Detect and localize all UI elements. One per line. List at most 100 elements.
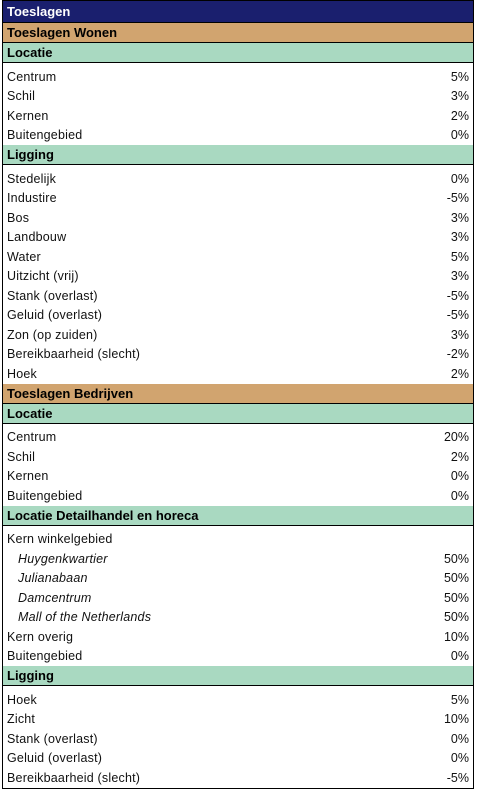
row-value: 5% (450, 249, 469, 264)
row-label: Kernen (7, 108, 49, 123)
row-value: 2% (450, 449, 469, 464)
row-label: Damcentrum (18, 590, 92, 605)
table-row: Bereikbaarheid (slecht) -5% (3, 768, 473, 788)
table-row: Zon (op zuiden) 3% (3, 325, 473, 345)
row-value: 10% (443, 629, 469, 644)
group-header: Ligging (3, 145, 473, 165)
row-label: Geluid (overlast) (7, 751, 103, 766)
row-value: 3% (450, 269, 469, 284)
table-row: Schil 3% (3, 87, 473, 107)
table-row: Geluid (overlast) 0% (3, 749, 473, 769)
table-row: Kern winkelgebied (3, 530, 473, 550)
table-row: Schil 2% (3, 447, 473, 467)
row-value: 50% (443, 610, 469, 625)
row-label: Buitengebied (7, 649, 83, 664)
row-value: -5% (446, 308, 469, 323)
row-label: Buitengebied (7, 128, 83, 143)
row-label: Schil (7, 449, 36, 464)
row-label: Centrum (7, 69, 57, 84)
row-label: Huygenkwartier (18, 551, 108, 566)
row-value: 3% (450, 89, 469, 104)
table-row: Damcentrum 50% (3, 588, 473, 608)
row-label: Uitzicht (vrij) (7, 269, 79, 284)
row-label: Stedelijk (7, 171, 57, 186)
row-value: 50% (443, 590, 469, 605)
row-label: Kern overig (7, 629, 74, 644)
group-header: Locatie Detailhandel en horeca (3, 505, 473, 526)
row-label: Hoek (7, 692, 37, 707)
row-value: 10% (443, 712, 469, 727)
table-row: Buitengebied 0% (3, 126, 473, 146)
row-label: Bereikbaarheid (slecht) (7, 347, 141, 362)
row-value: 0% (450, 171, 469, 186)
row-value: 0% (450, 751, 469, 766)
group-title: Locatie Detailhandel en horeca (7, 507, 199, 523)
row-label: Water (7, 249, 41, 264)
table-row: Kern overig 10% (3, 627, 473, 647)
group-header: Ligging (3, 666, 473, 686)
row-value: 0% (450, 649, 469, 664)
row-value: 2% (450, 366, 469, 381)
group-title: Locatie (7, 405, 53, 421)
row-label: Bos (7, 210, 30, 225)
row-label: Zicht (7, 712, 36, 727)
table-title-label: Toeslagen (7, 4, 71, 19)
row-value: 3% (450, 230, 469, 245)
table-row: Kernen 0% (3, 467, 473, 487)
row-label: Zon (op zuiden) (7, 327, 98, 342)
group-header: Locatie (3, 403, 473, 424)
table-row: Kernen 2% (3, 106, 473, 126)
row-value: 2% (450, 108, 469, 123)
table-title: Toeslagen (3, 1, 473, 23)
group-header: Locatie (3, 43, 473, 63)
row-value: 50% (443, 571, 469, 586)
row-value: -2% (446, 347, 469, 362)
table-row: Hoek 2% (3, 364, 473, 384)
table-row: Hoek 5% (3, 690, 473, 710)
section-header: Toeslagen Bedrijven (3, 383, 473, 404)
row-label: Centrum (7, 430, 57, 445)
table-row: Stedelijk 0% (3, 169, 473, 189)
table-row: Zicht 10% (3, 710, 473, 730)
table-row: Stank (overlast) -5% (3, 286, 473, 306)
row-value: 0% (450, 469, 469, 484)
table-row: Geluid (overlast) -5% (3, 306, 473, 326)
section-header: Toeslagen Wonen (3, 23, 473, 43)
row-value: -5% (446, 288, 469, 303)
table-row: Buitengebied 0% (3, 647, 473, 667)
row-value: -5% (446, 191, 469, 206)
row-value: 0% (450, 488, 469, 503)
row-label: Landbouw (7, 230, 67, 245)
table-row: Stank (overlast) 0% (3, 729, 473, 749)
row-label: Kernen (7, 469, 49, 484)
row-label: Industire (7, 191, 57, 206)
group-title: Ligging (7, 147, 54, 162)
table-body: Toeslagen Wonen Locatie Centrum 5% Schil 3% Ke… (3, 23, 473, 788)
table-row: Industire -5% (3, 189, 473, 209)
row-label: Stank (overlast) (7, 731, 98, 746)
group-title: Locatie (7, 45, 53, 60)
table-row: Water 5% (3, 247, 473, 267)
row-label: Buitengebied (7, 488, 83, 503)
row-value: 5% (450, 692, 469, 707)
row-value: 50% (443, 551, 469, 566)
row-label: Mall of the Netherlands (18, 610, 152, 625)
table-row: Centrum 5% (3, 67, 473, 87)
table-row: Bos 3% (3, 208, 473, 228)
row-value: 3% (450, 210, 469, 225)
group-title: Ligging (7, 668, 54, 683)
row-label: Kern winkelgebied (7, 532, 113, 547)
table-row: Bereikbaarheid (slecht) -2% (3, 345, 473, 365)
row-value: 5% (450, 69, 469, 84)
table-row: Huygenkwartier 50% (3, 549, 473, 569)
row-value: 0% (450, 128, 469, 143)
row-label: Hoek (7, 366, 37, 381)
table-row: Uitzicht (vrij) 3% (3, 267, 473, 287)
row-value: 3% (450, 327, 469, 342)
row-label: Schil (7, 89, 36, 104)
row-label: Geluid (overlast) (7, 308, 103, 323)
table-row: Landbouw 3% (3, 228, 473, 248)
table-row: Mall of the Netherlands 50% (3, 608, 473, 628)
row-value: 20% (443, 430, 469, 445)
